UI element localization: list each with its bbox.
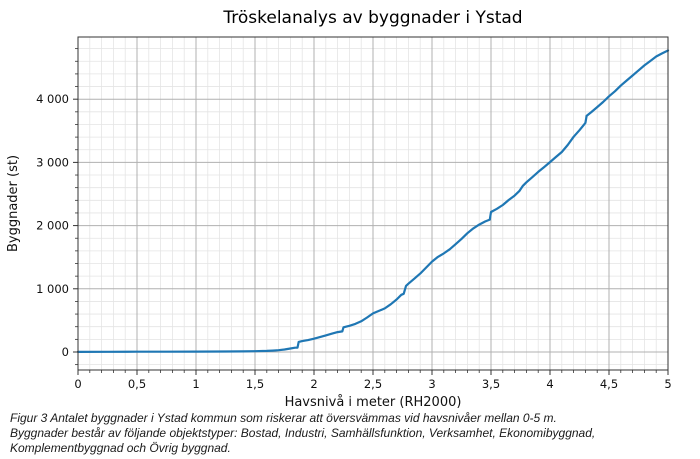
figure-caption: Figur 3 Antalet byggnader i Ystad kommun…: [10, 411, 696, 456]
x-tick-label: 4: [546, 377, 553, 391]
x-tick-label: 2: [310, 377, 317, 391]
y-tick-label: 1 000: [36, 282, 69, 296]
x-axis-label: Havsnivå i meter (RH2000): [285, 395, 462, 410]
caption-line-1: Figur 3 Antalet byggnader i Ystad kommun…: [10, 411, 557, 425]
x-tick-label: 3: [428, 377, 435, 391]
x-tick-label: 0: [74, 377, 81, 391]
y-tick-label: 4 000: [36, 92, 69, 106]
chart-canvas: 0 0,5 1 1,5 2 2,5 3 3,5 4 4,5 5 0 1 000 2 000 3 000 4 0…: [6, 36, 672, 410]
x-tick-label: 1,5: [246, 377, 264, 391]
x-tick-label: 0,5: [128, 377, 146, 391]
data-line: [76, 49, 670, 353]
caption-line-3: Komplementbyggnad och Övrig byggnad.: [10, 441, 231, 455]
y-tick-label: 3 000: [36, 155, 69, 169]
y-tick-label: 0: [62, 345, 69, 359]
y-tick-label: 2 000: [36, 219, 69, 233]
y-axis-label: Byggnader (st): [6, 155, 21, 252]
x-tick-label: 4,5: [600, 377, 618, 391]
chart-title: Tröskelanalys av byggnader i Ystad: [223, 8, 523, 28]
x-tick-label: 3,5: [482, 377, 500, 391]
x-tick-label: 1: [192, 377, 199, 391]
x-tick-label: 5: [664, 377, 671, 391]
caption-line-2: Byggnader består av följande objektstype…: [10, 426, 596, 440]
x-tick-label: 2,5: [364, 377, 382, 391]
